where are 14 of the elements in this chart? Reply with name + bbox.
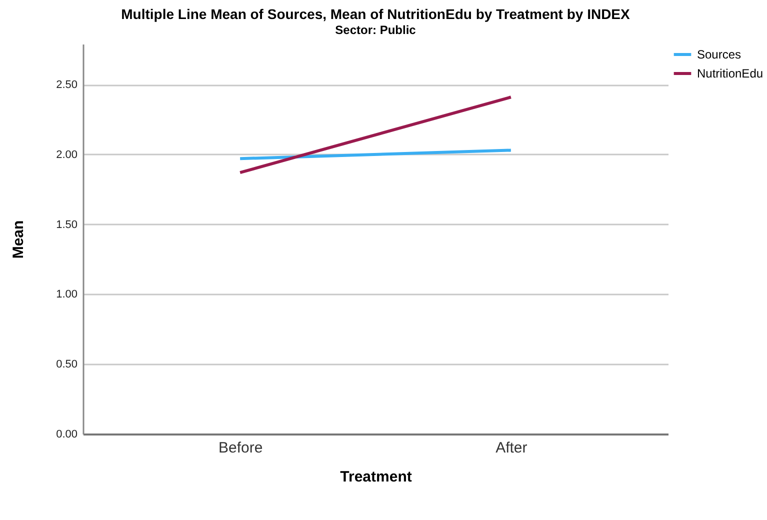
y-tick-label: 2.00	[56, 148, 78, 161]
chart-subtitle: Sector: Public	[335, 23, 416, 37]
legend-label: NutritionEdu	[697, 66, 764, 80]
x-tick-label: Before	[218, 440, 263, 456]
x-tick-label: After	[496, 440, 528, 456]
legend-label: Sources	[697, 48, 742, 62]
y-tick-label: 1.00	[56, 288, 78, 301]
y-tick-label: 0.00	[56, 428, 78, 440]
chart-title: Multiple Line Mean of Sources, Mean of NutritionEdu by Treatment by INDEX	[121, 6, 631, 22]
y-axis-title: Mean	[10, 220, 28, 259]
y-tick-label: 1.50	[56, 218, 78, 231]
y-tick-label: 2.50	[56, 79, 78, 92]
x-axis-title: Treatment	[340, 468, 412, 486]
y-tick-label: 0.50	[56, 358, 78, 371]
